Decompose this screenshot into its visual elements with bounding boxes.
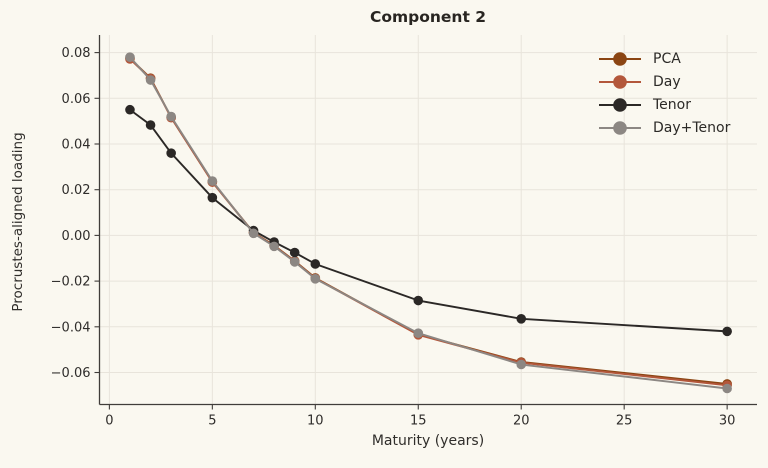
- data-point-day-tenor: [145, 75, 156, 85]
- data-point-tenor: [310, 259, 321, 269]
- data-point-tenor: [722, 326, 732, 337]
- x-tick-label: 15: [410, 414, 427, 429]
- data-point-day-tenor: [269, 241, 279, 252]
- y-tick-label: 0.06: [62, 92, 91, 107]
- legend-marker-icon: [599, 97, 641, 112]
- data-point-tenor: [516, 314, 527, 324]
- legend-item-label: Day+Tenor: [653, 119, 731, 136]
- legend-marker-icon: [599, 74, 641, 89]
- x-tick-label: 5: [208, 414, 216, 429]
- data-point-day-tenor: [248, 228, 259, 239]
- data-point-tenor: [125, 104, 135, 115]
- y-axis-label: Procrustes-aligned loading: [10, 132, 26, 312]
- series-line-tenor: [129, 108, 728, 333]
- x-tick-label: 20: [513, 414, 530, 429]
- data-point-tenor: [413, 295, 424, 306]
- y-tick-label: −0.02: [51, 275, 91, 290]
- legend-marker-icon: [599, 120, 641, 135]
- data-point-day-tenor: [310, 274, 321, 284]
- x-tick-label: 10: [307, 414, 324, 429]
- legend-item-label: Tenor: [653, 96, 691, 113]
- y-tick-label: 0.00: [62, 229, 91, 244]
- x-axis-label: Maturity (years): [371, 433, 485, 449]
- data-point-tenor: [145, 120, 156, 130]
- data-point-day-tenor: [207, 176, 218, 186]
- data-point-tenor: [166, 148, 176, 158]
- legend-marker-icon: [599, 51, 641, 66]
- data-point-day-tenor: [722, 383, 732, 394]
- y-tick-label: 0.04: [62, 137, 91, 152]
- legend-item-label: PCA: [653, 50, 681, 67]
- y-tick-label: −0.04: [51, 320, 91, 335]
- legend-item: Day: [596, 70, 730, 93]
- y-tick-label: −0.06: [51, 366, 91, 381]
- data-point-day-tenor: [166, 111, 176, 122]
- legend-item: Day+Tenor: [596, 116, 730, 139]
- legend: PCA Day Tenor Day+Tenor: [596, 47, 730, 139]
- data-point-day-tenor: [289, 257, 300, 267]
- data-point-tenor: [289, 247, 300, 258]
- x-tick-label: 0: [105, 414, 113, 429]
- y-tick-label: 0.08: [62, 46, 91, 61]
- data-point-day-tenor: [413, 328, 424, 339]
- y-tick-label: 0.02: [62, 183, 91, 198]
- legend-item-label: Day: [653, 73, 681, 90]
- legend-item: Tenor: [596, 93, 730, 116]
- x-tick-label: 30: [719, 414, 736, 429]
- legend-item: PCA: [596, 47, 730, 70]
- data-point-day-tenor: [125, 52, 135, 62]
- data-point-tenor: [207, 192, 218, 203]
- data-point-day-tenor: [516, 359, 527, 370]
- x-tick-label: 25: [616, 414, 633, 429]
- chart-title: Component 2: [369, 8, 487, 26]
